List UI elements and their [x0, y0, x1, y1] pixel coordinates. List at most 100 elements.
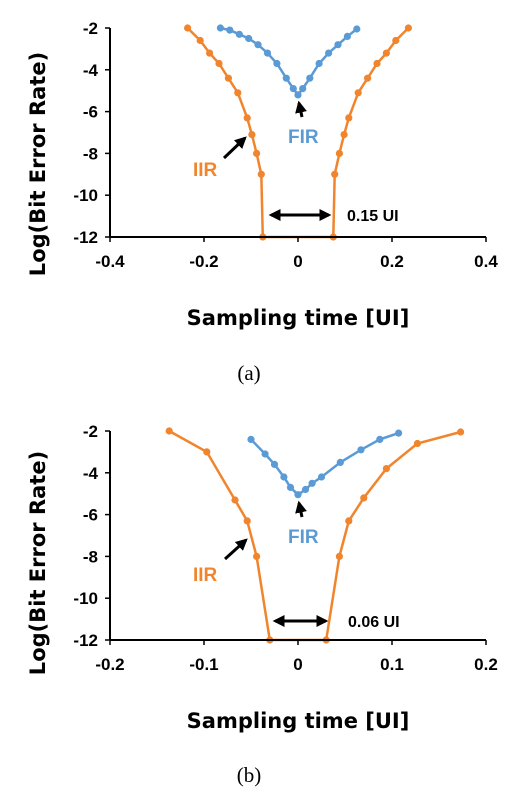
chart-a-iir-point — [224, 74, 232, 82]
chart-b-fir-point — [336, 458, 344, 466]
chart-b-ytick-label: -8 — [83, 547, 98, 566]
chart-a-iir-point — [243, 114, 251, 122]
chart-b-points — [165, 427, 465, 644]
chart-a-ytick-label: -2 — [83, 19, 98, 38]
chart-b-iir-point — [165, 427, 173, 435]
chart-b-iir-point — [413, 439, 421, 448]
chart-a-window-label: 0.15 UI — [347, 208, 399, 225]
chart-a-fir-point — [306, 74, 314, 82]
chart-b-iir-point — [203, 448, 211, 456]
chart-b-fir-arrow — [295, 500, 307, 518]
chart-a-iir-label: IIR — [193, 160, 218, 181]
chart-a-caption: (a) — [237, 361, 260, 385]
chart-b-fir-point — [317, 473, 326, 481]
chart-a-iir-point — [364, 74, 372, 82]
chart-b-xtick-label: 0.2 — [474, 655, 498, 674]
chart-a-iir-point — [206, 49, 214, 57]
chart-a-fir-point — [353, 25, 361, 33]
chart-a-xtick-label: -0.4 — [95, 252, 125, 271]
chart-a-iir-point — [373, 59, 381, 68]
chart-a-iir-point — [392, 36, 400, 45]
chart-b-xtick-label: 0 — [293, 655, 302, 674]
chart-b-fir-point — [395, 429, 403, 437]
chart-b-xticks: -0.2 -0.1 0 0.1 0.2 — [95, 640, 498, 674]
chart-a-ytick-label: -6 — [83, 103, 98, 122]
chart-b-fir-point — [261, 450, 269, 458]
chart-a-iir-arrow — [222, 136, 247, 160]
chart-b-fir-point — [376, 435, 384, 443]
chart-a-ytick-label: -12 — [73, 228, 98, 247]
chart-a-iir-point — [382, 49, 390, 57]
chart-a-fir-point — [315, 59, 323, 68]
chart-b-iir-point — [360, 494, 368, 502]
chart-a-fir-point — [282, 74, 290, 82]
chart-b-fir-point — [270, 460, 279, 468]
chart-b-fir-point — [308, 479, 316, 487]
chart-a-ylabel: Log(Bit Error Rate) — [26, 52, 50, 276]
chart-b-iir-point — [243, 517, 251, 525]
chart-b: -0.2 -0.1 0 0.1 0.2 -2 -4 -6 -8 -10 -12 Sampling … — [26, 422, 498, 787]
chart-b-fir-point — [280, 473, 288, 481]
chart-b-xtick-label: -0.1 — [189, 655, 218, 674]
chart-b-ytick-label: -6 — [83, 506, 98, 525]
chart-b-iir-point — [457, 428, 465, 436]
chart-a-fir-point — [289, 85, 297, 93]
chart-a-iir-point — [196, 36, 204, 45]
chart-a-fir-point — [325, 49, 333, 57]
chart-b-iir-point — [335, 552, 343, 561]
chart-b-xtick-label: 0.1 — [380, 655, 404, 674]
chart-b-iir-label: IIR — [193, 565, 218, 586]
chart-b-fir-point — [301, 485, 310, 494]
chart-a-fir-point — [216, 24, 224, 32]
chart-a-iir-point — [354, 89, 362, 97]
chart-b-iir-point — [231, 496, 239, 504]
chart-a-ytick-label: -8 — [83, 144, 98, 163]
chart-a-fir-point — [235, 30, 243, 38]
chart-b-ytick-label: -4 — [83, 464, 99, 483]
chart-b-fir-point — [357, 446, 365, 454]
chart-a-fir-point — [294, 91, 302, 99]
chart-a-yticks: -2 -4 -6 -8 -10 -12 — [73, 19, 110, 247]
chart-a-xtick-label: -0.2 — [189, 252, 218, 271]
chart-a-xtick-label: 0.4 — [474, 252, 498, 271]
chart-b-xtick-label: -0.2 — [95, 655, 124, 674]
chart-b-ylabel: Log(Bit Error Rate) — [26, 451, 50, 675]
chart-a-iir-point — [215, 59, 223, 68]
chart-a-iir-point — [234, 89, 242, 97]
chart-a-ytick-label: -10 — [73, 186, 98, 205]
chart-a-iir-point — [345, 114, 353, 122]
chart-a-fir-point — [299, 85, 307, 93]
chart-a-ytick-label: -4 — [83, 61, 99, 80]
chart-a-fir-line — [220, 26, 358, 97]
chart-a-iir-point — [335, 149, 343, 157]
chart-b-yticks: -2 -4 -6 -8 -10 -12 — [73, 422, 110, 650]
chart-a-fir-arrow — [295, 100, 307, 118]
chart-b-xlabel: Sampling time [UI] — [187, 709, 410, 733]
chart-b-iir-point — [382, 465, 390, 473]
chart-a-iir-point — [248, 131, 256, 139]
chart-b-iir-arrow — [223, 538, 248, 561]
chart-b-iir-point — [253, 552, 261, 561]
chart-a-fir-point — [254, 41, 262, 49]
chart-a-xtick-label: 0.2 — [380, 252, 404, 271]
chart-b-iir-point — [345, 517, 353, 525]
chart-a-iir-point — [331, 170, 339, 178]
chart-b-fir-point — [286, 483, 295, 491]
chart-a-iir-point — [404, 24, 412, 32]
chart-b-fir-point — [247, 435, 255, 443]
chart-a-iir-point — [340, 131, 348, 139]
chart-b-ytick-label: -12 — [73, 631, 98, 650]
chart-a-fir-point — [273, 59, 281, 68]
chart-a-fir-point — [334, 41, 342, 49]
chart-b-caption: (b) — [237, 763, 262, 787]
chart-a-fir-point — [263, 49, 272, 57]
chart-a-annotations: IIR FIR 0.15 UI — [193, 100, 399, 225]
chart-a-points — [184, 24, 412, 241]
chart-b-ytick-label: -2 — [83, 422, 98, 441]
chart-a-xticks: -0.4 -0.2 0 0.2 0.4 — [95, 237, 498, 271]
chart-b-fir-point — [294, 491, 302, 499]
chart-a-fir-label: FIR — [288, 127, 319, 148]
chart-a-iir-point — [257, 170, 265, 178]
chart-a: -0.4 -0.2 0 0.2 0.4 -2 -4 -6 -8 -10 -12 Sampling … — [26, 19, 498, 385]
